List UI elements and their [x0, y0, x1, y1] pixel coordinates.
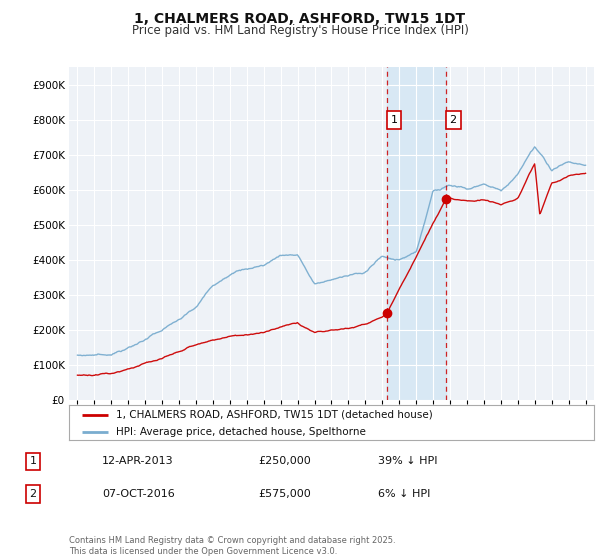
Text: 6% ↓ HPI: 6% ↓ HPI [378, 489, 430, 499]
Text: HPI: Average price, detached house, Spelthorne: HPI: Average price, detached house, Spel… [116, 427, 366, 437]
Text: 07-OCT-2016: 07-OCT-2016 [102, 489, 175, 499]
Text: 1: 1 [29, 456, 37, 466]
Text: 1: 1 [391, 115, 397, 125]
Text: 39% ↓ HPI: 39% ↓ HPI [378, 456, 437, 466]
Text: Price paid vs. HM Land Registry's House Price Index (HPI): Price paid vs. HM Land Registry's House … [131, 24, 469, 37]
Bar [387, 67, 446, 400]
Text: 1, CHALMERS ROAD, ASHFORD, TW15 1DT (detached house): 1, CHALMERS ROAD, ASHFORD, TW15 1DT (det… [116, 409, 433, 419]
Text: 12-APR-2013: 12-APR-2013 [102, 456, 173, 466]
Text: £250,000: £250,000 [258, 456, 311, 466]
Text: £575,000: £575,000 [258, 489, 311, 499]
Text: Contains HM Land Registry data © Crown copyright and database right 2025.
This d: Contains HM Land Registry data © Crown c… [69, 536, 395, 556]
Text: 2: 2 [449, 115, 457, 125]
Text: 2: 2 [29, 489, 37, 499]
Text: 1, CHALMERS ROAD, ASHFORD, TW15 1DT: 1, CHALMERS ROAD, ASHFORD, TW15 1DT [134, 12, 466, 26]
